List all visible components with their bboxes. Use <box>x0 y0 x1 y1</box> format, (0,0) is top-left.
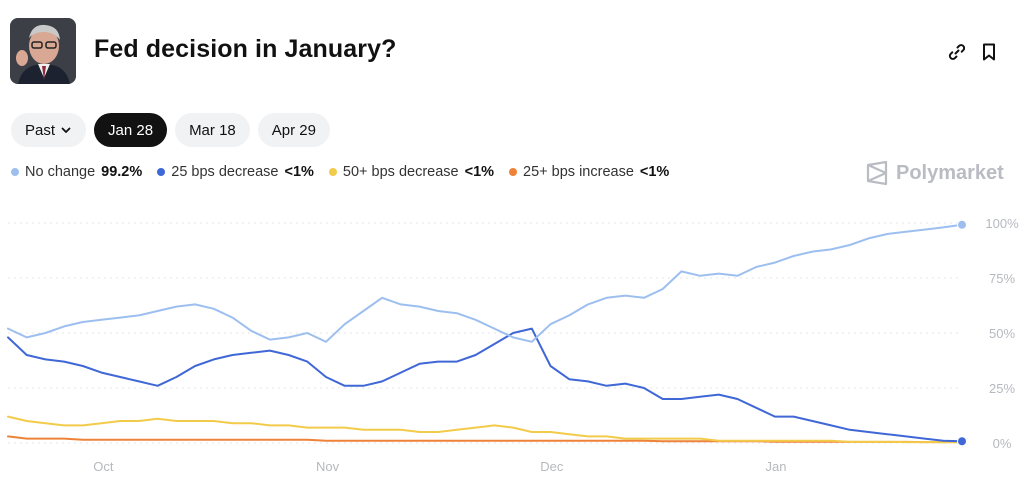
legend-label: 25+ bps increase <box>523 164 634 180</box>
market-avatar <box>10 18 76 84</box>
y-tick-label: 50% <box>989 326 1015 341</box>
series-line <box>7 415 963 444</box>
legend-dot <box>157 168 166 176</box>
x-tick-label: Oct <box>93 459 114 474</box>
legend-dot <box>509 168 518 176</box>
tab-label: Apr 29 <box>271 121 316 139</box>
tab-label: Mar 18 <box>189 121 236 139</box>
legend-label: No change <box>25 164 96 180</box>
x-tick-label: Nov <box>316 459 340 474</box>
legend-item-no-change: No change 99.2% <box>11 164 142 180</box>
y-tick-label: 25% <box>989 381 1015 396</box>
market-header: Fed decision in January? <box>10 18 1014 86</box>
y-tick-label: 75% <box>989 271 1015 286</box>
series-end-point <box>957 219 967 230</box>
series-line <box>7 223 963 343</box>
brand-name: Polymarket <box>896 161 1004 184</box>
series-line <box>7 327 963 443</box>
legend-label: 50+ bps decrease <box>342 164 459 180</box>
series-end-point <box>957 436 967 447</box>
legend-label: 25 bps decrease <box>171 164 279 180</box>
date-tabs: Past Jan 28 Mar 18 Apr 29 <box>11 113 330 147</box>
tab-jan-28[interactable]: Jan 28 <box>94 113 168 147</box>
legend-value: 99.2% <box>101 164 143 180</box>
y-tick-label: 100% <box>985 216 1019 231</box>
link-icon[interactable] <box>947 42 967 62</box>
tab-mar-18[interactable]: Mar 18 <box>175 113 250 147</box>
legend-value: <1% <box>464 164 495 180</box>
page-title: Fed decision in January? <box>94 35 397 63</box>
tab-apr-29[interactable]: Apr 29 <box>257 113 330 147</box>
polymarket-watermark: Polymarket <box>866 161 1004 185</box>
legend-value: <1% <box>284 164 314 180</box>
legend-item-25bps-increase: 25+ bps increase <1% <box>509 164 669 180</box>
legend-dot <box>328 168 337 176</box>
x-tick-label: Dec <box>540 459 564 474</box>
legend-value: <1% <box>639 164 670 180</box>
legend-dot <box>11 168 19 176</box>
tab-label: Past <box>25 121 56 139</box>
probability-chart: 100% 75% 50% 25% 0% Oct Nov Dec Jan <box>7 216 1019 474</box>
legend-item-50bps-decrease: 50+ bps decrease <1% <box>328 164 495 180</box>
bookmark-icon[interactable] <box>979 42 999 62</box>
chevron-down-icon <box>61 127 71 133</box>
tab-label: Jan 28 <box>108 121 154 139</box>
tab-past[interactable]: Past <box>11 113 87 147</box>
x-tick-label: Jan <box>765 459 786 474</box>
chart-legend: No change 99.2% 25 bps decrease <1% 50+ … <box>11 164 684 180</box>
polymarket-logo-icon <box>866 161 888 185</box>
legend-item-25bps-decrease: 25 bps decrease <1% <box>157 164 314 180</box>
y-tick-label: 0% <box>993 436 1012 451</box>
